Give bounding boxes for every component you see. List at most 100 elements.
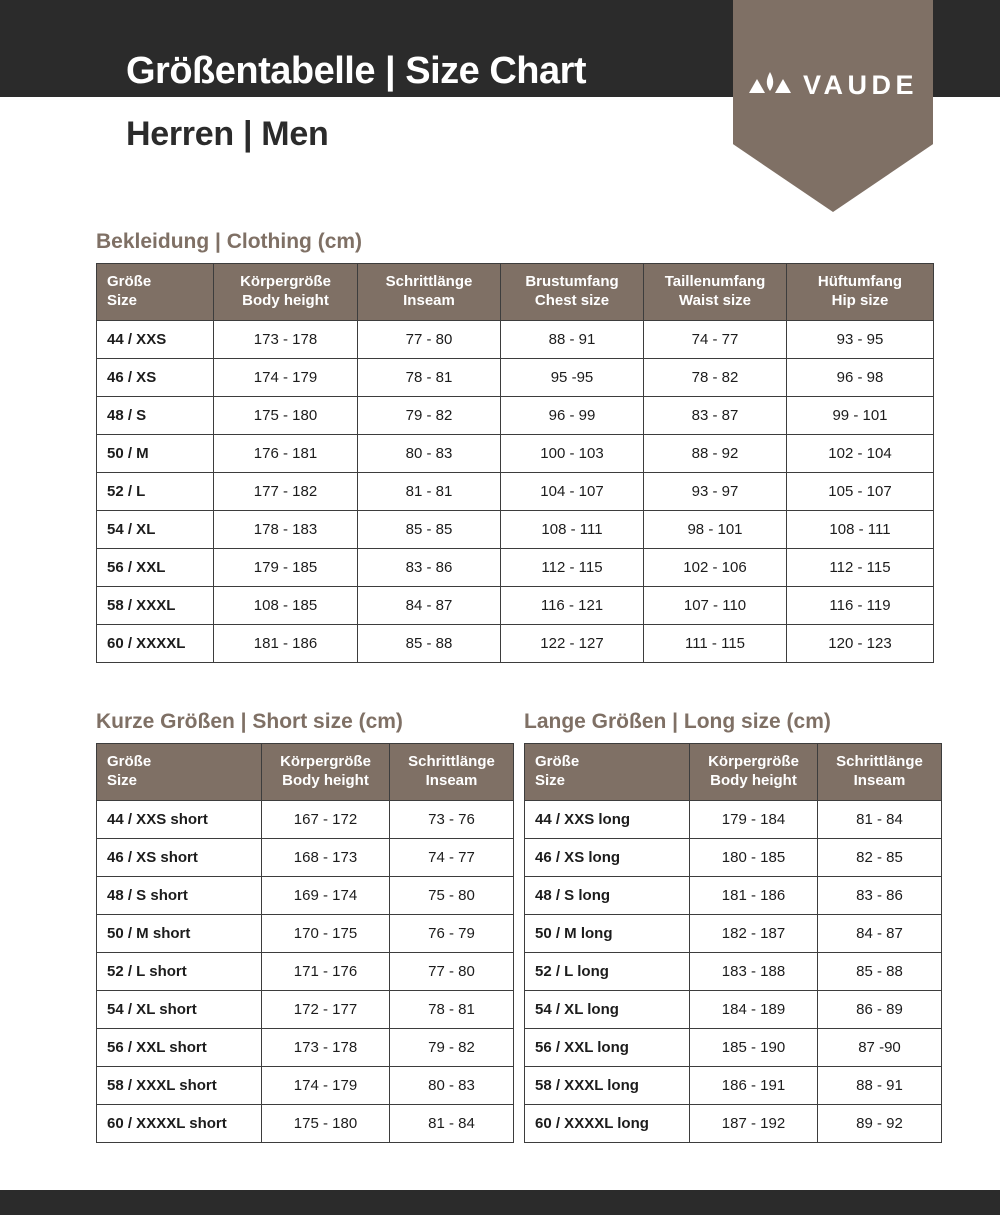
cell-size: 54 / XL short <box>96 989 262 1029</box>
cell-size: 46 / XS <box>96 357 214 397</box>
cell-hip: 93 - 95 <box>786 319 934 359</box>
cell-waist: 83 - 87 <box>643 395 787 435</box>
cell-inseam: 80 - 83 <box>389 1065 514 1105</box>
column-header-en: Size <box>107 291 138 309</box>
cell-body-height: 173 - 178 <box>213 319 358 359</box>
column-header-de: Größe <box>107 753 152 770</box>
table-row: 58 / XXXL long 186 - 191 88 - 91 <box>524 1065 942 1105</box>
cell-size: 50 / M short <box>96 913 262 953</box>
column-header-en: Waist size <box>679 291 751 309</box>
column-header-inseam: Schrittlänge Inseam <box>389 743 514 801</box>
cell-body-height: 173 - 178 <box>261 1027 390 1067</box>
table-header-row: Größe Size Körpergröße Body height Schri… <box>96 743 514 801</box>
clothing-table-body: 44 / XXS 173 - 178 77 - 80 88 - 91 74 - 77 93… <box>96 319 934 663</box>
cell-waist: 111 - 115 <box>643 623 787 663</box>
cell-body-height: 180 - 185 <box>689 837 818 877</box>
cell-body-height: 174 - 179 <box>261 1065 390 1105</box>
column-header-inseam: Schrittlänge Inseam <box>817 743 942 801</box>
cell-chest: 96 - 99 <box>500 395 644 435</box>
cell-chest: 116 - 121 <box>500 585 644 625</box>
cell-chest: 88 - 91 <box>500 319 644 359</box>
cell-inseam: 81 - 81 <box>357 471 501 511</box>
cell-chest: 112 - 115 <box>500 547 644 587</box>
short-section-title: Kurze Größen | Short size (cm) <box>96 710 403 733</box>
cell-body-height: 179 - 184 <box>689 799 818 839</box>
cell-body-height: 108 - 185 <box>213 585 358 625</box>
cell-inseam: 79 - 82 <box>389 1027 514 1067</box>
page-title: Größentabelle | Size Chart <box>126 50 587 92</box>
cell-size: 60 / XXXXL <box>96 623 214 663</box>
cell-size: 50 / M <box>96 433 214 473</box>
cell-inseam: 89 - 92 <box>817 1103 942 1143</box>
cell-body-height: 168 - 173 <box>261 837 390 877</box>
column-header-waist: Taillenumfang Waist size <box>643 263 787 321</box>
cell-body-height: 176 - 181 <box>213 433 358 473</box>
column-header-body-height: Körpergröße Body height <box>213 263 358 321</box>
vaude-mountain-icon <box>748 72 791 93</box>
clothing-section: Bekleidung | Clothing (cm) Größe Size Kö… <box>96 231 934 663</box>
column-header-en: Body height <box>242 291 329 309</box>
short-table-body: 44 / XXS short 167 - 172 73 - 76 46 / XS s… <box>96 799 514 1143</box>
table-header-row: Größe Size Körpergröße Body height Schri… <box>96 263 934 321</box>
cell-chest: 100 - 103 <box>500 433 644 473</box>
column-header-de: Größe <box>107 273 152 290</box>
column-header-body-height: Körpergröße Body height <box>689 743 818 801</box>
cell-inseam: 83 - 86 <box>817 875 942 915</box>
cell-size: 44 / XXS short <box>96 799 262 839</box>
cell-body-height: 169 - 174 <box>261 875 390 915</box>
column-header-en: Chest size <box>534 291 610 309</box>
table-row: 52 / L short 171 - 176 77 - 80 <box>96 951 514 991</box>
table-row: 60 / XXXXL 181 - 186 85 - 88 122 - 127 111 -… <box>96 623 934 663</box>
cell-inseam: 84 - 87 <box>357 585 501 625</box>
cell-inseam: 84 - 87 <box>817 913 942 953</box>
long-size-table: Größe Size Körpergröße Body height Schri… <box>524 743 942 1143</box>
table-row: 60 / XXXXL short 175 - 180 81 - 84 <box>96 1103 514 1143</box>
cell-body-height: 179 - 185 <box>213 547 358 587</box>
cell-inseam: 83 - 86 <box>357 547 501 587</box>
cell-inseam: 78 - 81 <box>389 989 514 1029</box>
cell-size: 48 / S long <box>524 875 690 915</box>
cell-body-height: 183 - 188 <box>689 951 818 991</box>
cell-hip: 105 - 107 <box>786 471 934 511</box>
cell-hip: 112 - 115 <box>786 547 934 587</box>
column-header-de: Größe <box>535 753 580 770</box>
cell-inseam: 85 - 85 <box>357 509 501 549</box>
cell-waist: 107 - 110 <box>643 585 787 625</box>
column-header-chest: Brustumfang Chest size <box>500 263 644 321</box>
cell-size: 52 / L <box>96 471 214 511</box>
cell-inseam: 80 - 83 <box>357 433 501 473</box>
cell-size: 48 / S <box>96 395 214 435</box>
column-header-size: Größe Size <box>96 263 214 321</box>
cell-size: 48 / S short <box>96 875 262 915</box>
cell-size: 60 / XXXXL long <box>524 1103 690 1143</box>
brand-logo: VAUDE <box>733 62 933 108</box>
column-header-en: Inseam <box>425 771 478 789</box>
long-table-body: 44 / XXS long 179 - 184 81 - 84 46 / XS lo… <box>524 799 942 1143</box>
cell-inseam: 79 - 82 <box>357 395 501 435</box>
brand-wordmark: VAUDE <box>802 69 918 100</box>
table-row: 48 / S 175 - 180 79 - 82 96 - 99 83 - 87 99 -… <box>96 395 934 435</box>
cell-inseam: 85 - 88 <box>357 623 501 663</box>
cell-hip: 108 - 111 <box>786 509 934 549</box>
column-header-en: Inseam <box>403 291 455 309</box>
cell-inseam: 87 -90 <box>817 1027 942 1067</box>
column-header-en: Size <box>107 771 138 789</box>
cell-inseam: 77 - 80 <box>389 951 514 991</box>
cell-body-height: 175 - 180 <box>213 395 358 435</box>
cell-chest: 108 - 111 <box>500 509 644 549</box>
cell-size: 50 / M long <box>524 913 690 953</box>
cell-size: 56 / XXL <box>96 547 214 587</box>
table-row: 46 / XS short 168 - 173 74 - 77 <box>96 837 514 877</box>
cell-inseam: 85 - 88 <box>817 951 942 991</box>
cell-size: 54 / XL <box>96 509 214 549</box>
column-header-body-height: Körpergröße Body height <box>261 743 390 801</box>
cell-inseam: 86 - 89 <box>817 989 942 1029</box>
cell-body-height: 172 - 177 <box>261 989 390 1029</box>
cell-body-height: 181 - 186 <box>213 623 358 663</box>
cell-hip: 99 - 101 <box>786 395 934 435</box>
cell-hip: 96 - 98 <box>786 357 934 397</box>
cell-body-height: 171 - 176 <box>261 951 390 991</box>
cell-waist: 78 - 82 <box>643 357 787 397</box>
table-row: 58 / XXXL 108 - 185 84 - 87 116 - 121 107 - … <box>96 585 934 625</box>
table-row: 48 / S short 169 - 174 75 - 80 <box>96 875 514 915</box>
